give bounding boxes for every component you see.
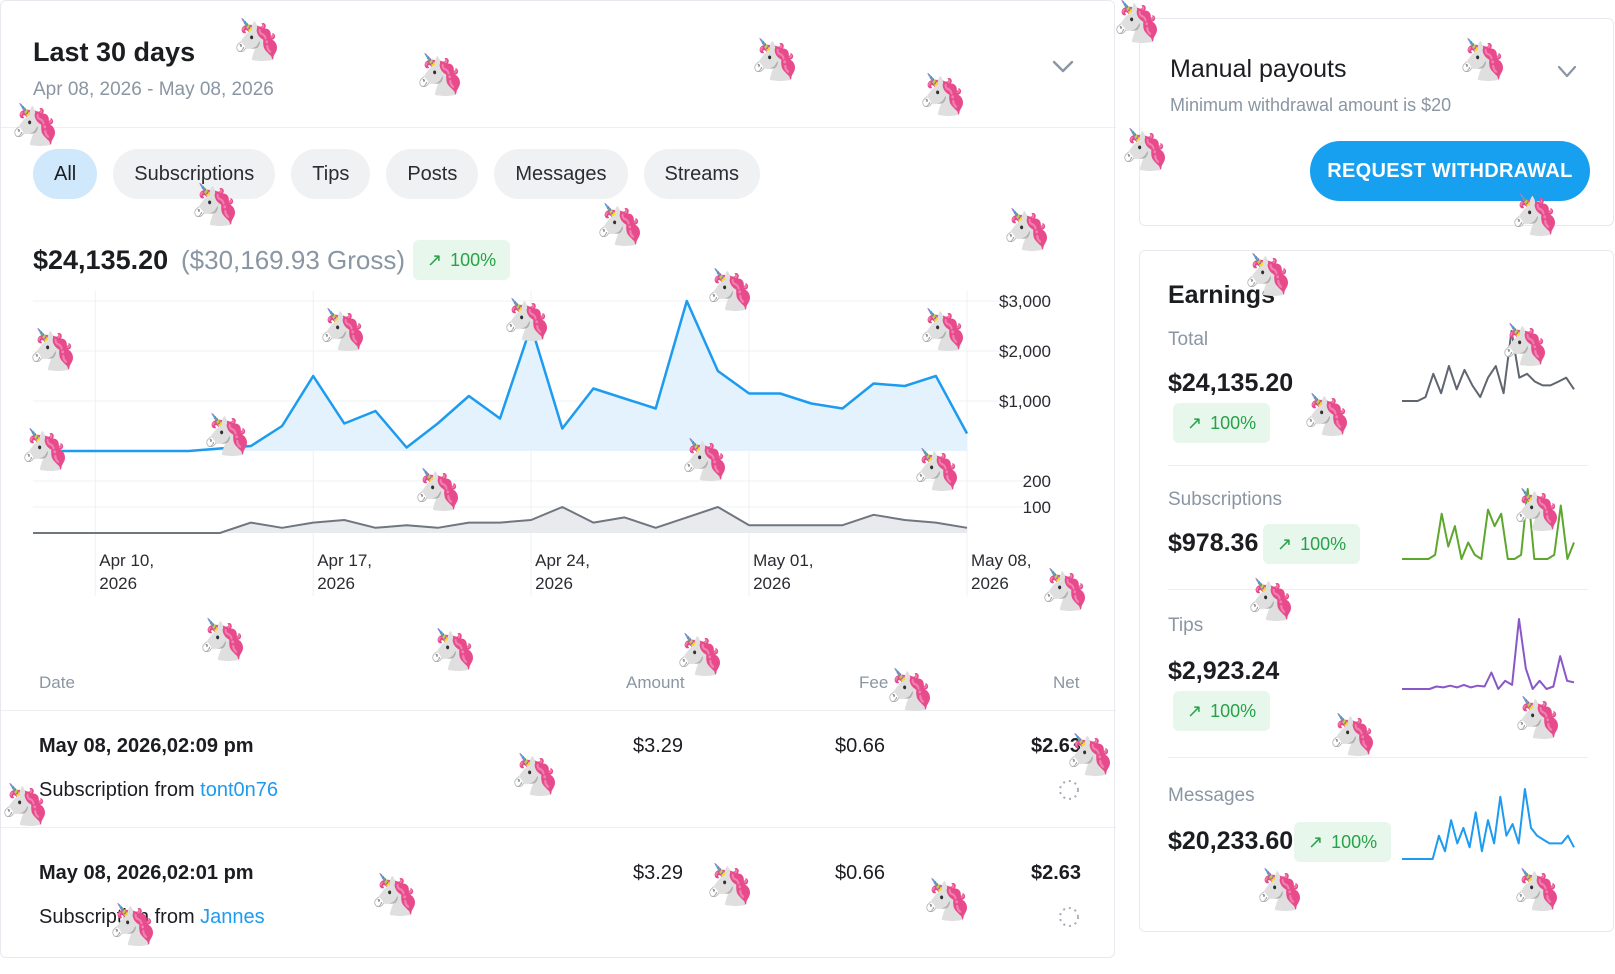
earnings-value-tips: $2,923.24 [1168,657,1280,685]
transaction-date: May 08, 2026,02:09 pm [39,735,254,757]
filter-tabs: All Subscriptions Tips Posts Messages St… [33,149,760,199]
divider [1,827,1116,828]
earnings-chart: $3,000 $2,000 $1,000 200 100 Apr 10, 2026 Apr 1… [33,291,1051,596]
statements-panel: Last 30 days Apr 08, 2026 - May 08, 2026… [0,0,1116,958]
divider [1168,465,1588,466]
change-badge: ↗ 100% [1294,822,1392,862]
filter-chip-all[interactable]: All [33,149,98,199]
earnings-area [33,301,967,451]
filter-chip-messages[interactable]: Messages [494,149,628,199]
column-header-fee: Fee [859,673,889,692]
transaction-date: May 08, 2026,02:01 pm [39,862,254,884]
earnings-value-total: $24,135.20 [1168,369,1294,397]
earnings-label-total: Total [1168,329,1209,350]
period-title: Last 30 days [33,37,196,67]
sparkline-line [1402,788,1575,860]
sparkline-total [1402,330,1575,402]
y-tick-label: $3,000 [999,292,1051,311]
x-tick-label: 2026 [535,574,573,593]
user-link[interactable]: tont0n76 [200,779,279,801]
sparkline-messages [1402,788,1575,860]
trend-up-icon: ↗ [1187,412,1203,433]
filter-chip-posts[interactable]: Posts [386,149,479,199]
change-badge: ↗ 100% [413,240,511,280]
earnings-card: Earnings Total $24,135.20 ↗ 100% Subscri… [1139,250,1614,932]
change-value: 100% [1210,700,1257,721]
earnings-title: Earnings [1168,281,1275,309]
y-tick-label: 100 [1023,498,1051,517]
transaction-description-prefix: Subscription from [39,779,201,801]
x-tick-label: Apr 24, [535,551,590,570]
sparkline-line [1402,488,1575,560]
x-tick-label: Apr 10, [99,551,154,570]
transaction-net: $2.63 [1031,862,1082,884]
change-badge: ↗ 100% [1173,691,1271,731]
column-header-net: Net [1053,673,1080,692]
request-withdrawal-button[interactable]: REQUEST WITHDRAWAL [1310,141,1590,201]
sparkline-line [1402,330,1575,402]
sparkline-tips [1402,618,1575,690]
y-tick-label: $2,000 [999,342,1051,361]
column-header-amount: Amount [626,673,685,692]
chart-axis-labels: $3,000 $2,000 $1,000 200 100 Apr 10, 2026 Apr 1… [99,292,1051,593]
transaction-description-prefix: Subscription from [39,906,201,928]
transaction-amount: $3.29 [633,862,684,884]
net-total: $24,135.20 [33,245,169,275]
earnings-value-subscriptions: $978.36 [1168,529,1259,557]
change-value: 100% [1210,412,1257,433]
chevron-down-icon[interactable] [1556,63,1578,81]
chart-series [33,299,969,534]
x-tick-label: May 01, [753,551,813,570]
earnings-value-messages: $20,233.60 [1168,827,1294,855]
manual-payouts-card: Manual payouts Minimum withdrawal amount… [1139,18,1614,226]
filter-chip-subscriptions[interactable]: Subscriptions [113,149,276,199]
earnings-line [33,299,969,453]
transaction-fee: $0.66 [835,735,886,757]
filter-chip-streams[interactable]: Streams [643,149,760,199]
change-badge: ↗ 100% [1173,403,1271,443]
change-value: 100% [1331,831,1378,852]
x-tick-label: 2026 [971,574,1009,593]
earnings-label-messages: Messages [1168,785,1255,806]
earnings-label-subscriptions: Subscriptions [1168,489,1283,510]
x-tick-label: 2026 [317,574,355,593]
y-tick-label: 200 [1023,472,1051,491]
x-tick-label: Apr 17, [317,551,372,570]
chevron-down-icon[interactable] [1051,57,1075,77]
change-badge: ↗ 100% [1263,524,1361,564]
y-tick-label: $1,000 [999,392,1051,411]
count-area [33,507,967,533]
count-line [33,506,968,534]
payouts-title: Manual payouts [1170,55,1347,83]
divider [1168,589,1588,590]
gross-total: ($30,169.93 Gross) [181,245,406,275]
divider [1168,757,1588,758]
earnings-label-tips: Tips [1168,615,1204,636]
filter-chip-tips[interactable]: Tips [291,149,371,199]
x-tick-label: 2026 [99,574,137,593]
transaction-description: Subscription from tont0n76 [39,779,278,802]
change-value: 100% [450,249,497,270]
x-tick-label: May 08, [971,551,1031,570]
payouts-subtitle: Minimum withdrawal amount is $20 [1170,95,1452,115]
transaction-amount: $3.29 [633,735,684,757]
x-tick-label: 2026 [753,574,791,593]
transaction-fee: $0.66 [835,862,886,884]
transaction-description: Subscription from Jannes [39,906,265,929]
trend-up-icon: ↗ [427,249,443,270]
divider [1,127,1116,128]
column-header-date: Date [39,673,75,692]
trend-up-icon: ↗ [1187,700,1203,721]
trend-up-icon: ↗ [1308,831,1324,852]
transaction-net: $2.63 [1031,735,1082,757]
period-date-range: Apr 08, 2026 - May 08, 2026 [33,79,274,100]
trend-up-icon: ↗ [1277,533,1293,554]
pending-spinner-icon [1059,907,1079,927]
user-link[interactable]: Jannes [200,906,265,928]
change-value: 100% [1300,533,1347,554]
sparkline-line [1402,618,1575,690]
divider [1,710,1116,711]
sparkline-subscriptions [1402,488,1575,560]
pending-spinner-icon [1059,780,1079,800]
